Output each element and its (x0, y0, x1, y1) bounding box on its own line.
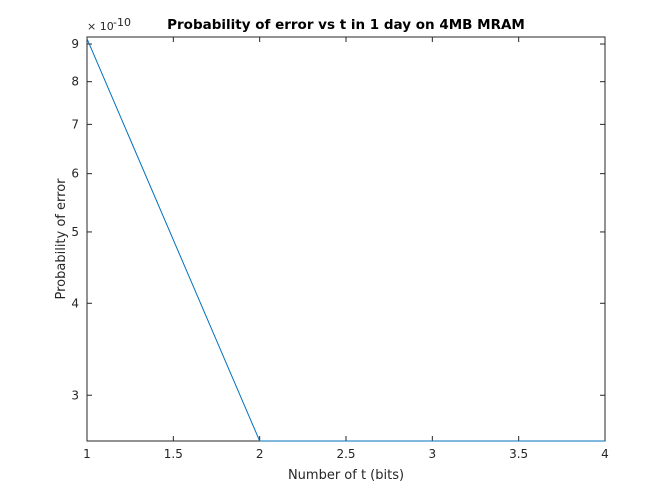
y-exponent-multiplier: × 10 (87, 20, 114, 33)
x-tick-label: 2 (256, 447, 264, 461)
plot-area (86, 36, 606, 442)
y-tick-label: 7 (71, 117, 79, 131)
x-tick-label: 2.5 (336, 447, 355, 461)
y-tick-label: 8 (71, 75, 79, 89)
x-tick-label: 1 (83, 447, 91, 461)
x-tick-label: 4 (601, 447, 609, 461)
series-group (86, 38, 605, 442)
y-tick-label: 5 (71, 225, 79, 239)
y-axis-label: Probability of error (54, 178, 69, 300)
x-tick-label: 3.5 (509, 447, 528, 461)
y-exponent-power: -10 (113, 16, 131, 29)
x-axis: 1 1.5 2 2.5 3 3.5 4 (83, 37, 609, 461)
x-tick-label: 1.5 (164, 447, 183, 461)
y-tick-label: 9 (71, 37, 79, 51)
x-axis-label: Number of t (bits) (288, 468, 404, 483)
y-axis: 3 4 5 6 7 8 9 (71, 37, 605, 402)
chart-title: Probability of error vs t in 1 day on 4M… (167, 17, 525, 33)
series-line-0 (86, 38, 605, 442)
x-tick-label: 3 (429, 447, 437, 461)
y-tick-label: 6 (71, 167, 79, 181)
y-tick-label: 3 (71, 388, 79, 402)
y-tick-label: 4 (71, 296, 79, 310)
